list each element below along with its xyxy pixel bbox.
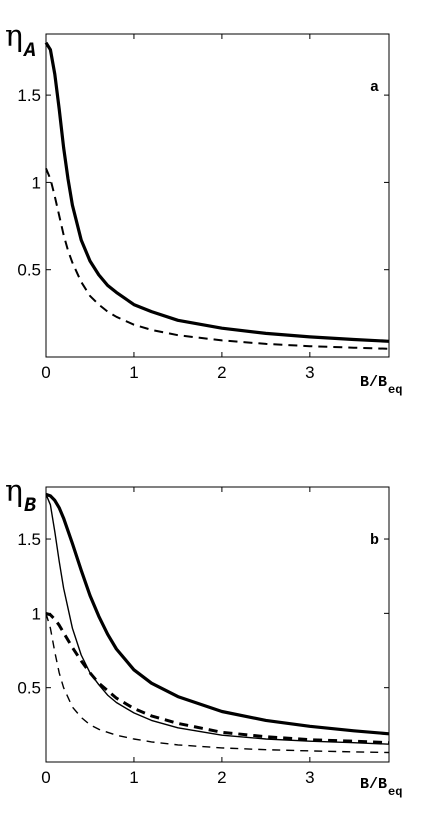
plot-frame xyxy=(45,486,390,763)
y-tick-label: 1.5 xyxy=(17,86,41,105)
plot-frame xyxy=(45,33,390,358)
x-tick-label: 2 xyxy=(217,768,226,787)
x-axis-label: B/B xyxy=(360,374,387,391)
x-tick-label: 0 xyxy=(41,768,50,787)
x-tick-label: 2 xyxy=(217,363,226,382)
x-tick-label: 1 xyxy=(129,768,138,787)
y-tick-label: 1.5 xyxy=(17,530,41,549)
panel-label: b xyxy=(370,532,379,549)
series-line-2 xyxy=(45,494,390,745)
x-axis-label-subscript: eq xyxy=(388,383,402,397)
y-axis-label-subscript: B xyxy=(24,495,36,518)
y-tick-label: 0.5 xyxy=(17,261,41,280)
series-line-1 xyxy=(44,41,390,343)
y-tick-label: 1 xyxy=(32,173,41,192)
y-axis-label: η xyxy=(5,19,23,54)
panel-label: a xyxy=(370,79,379,96)
series-line-3 xyxy=(45,611,390,745)
x-axis-label: B/B xyxy=(360,776,387,793)
x-tick-label: 1 xyxy=(129,363,138,382)
x-axis-label-subscript: eq xyxy=(388,785,402,799)
x-tick-label: 3 xyxy=(305,768,314,787)
series-line-2 xyxy=(45,168,390,350)
chart-panel-a: 0 1 2 3 0.5 1 1.5 η A B/B eq a xyxy=(5,19,402,397)
y-tick-label: 0.5 xyxy=(17,679,41,698)
series-line-4 xyxy=(45,613,390,754)
chart-panel-b: 0 1 2 3 0.5 1 1.5 η B B/B eq b xyxy=(5,474,402,799)
y-axis-label: η xyxy=(5,474,23,509)
y-axis-label-subscript: A xyxy=(22,40,36,63)
series-line-1 xyxy=(45,492,390,736)
x-tick-label: 0 xyxy=(41,363,50,382)
y-tick-label: 1 xyxy=(32,604,41,623)
x-tick-label: 3 xyxy=(305,363,314,382)
